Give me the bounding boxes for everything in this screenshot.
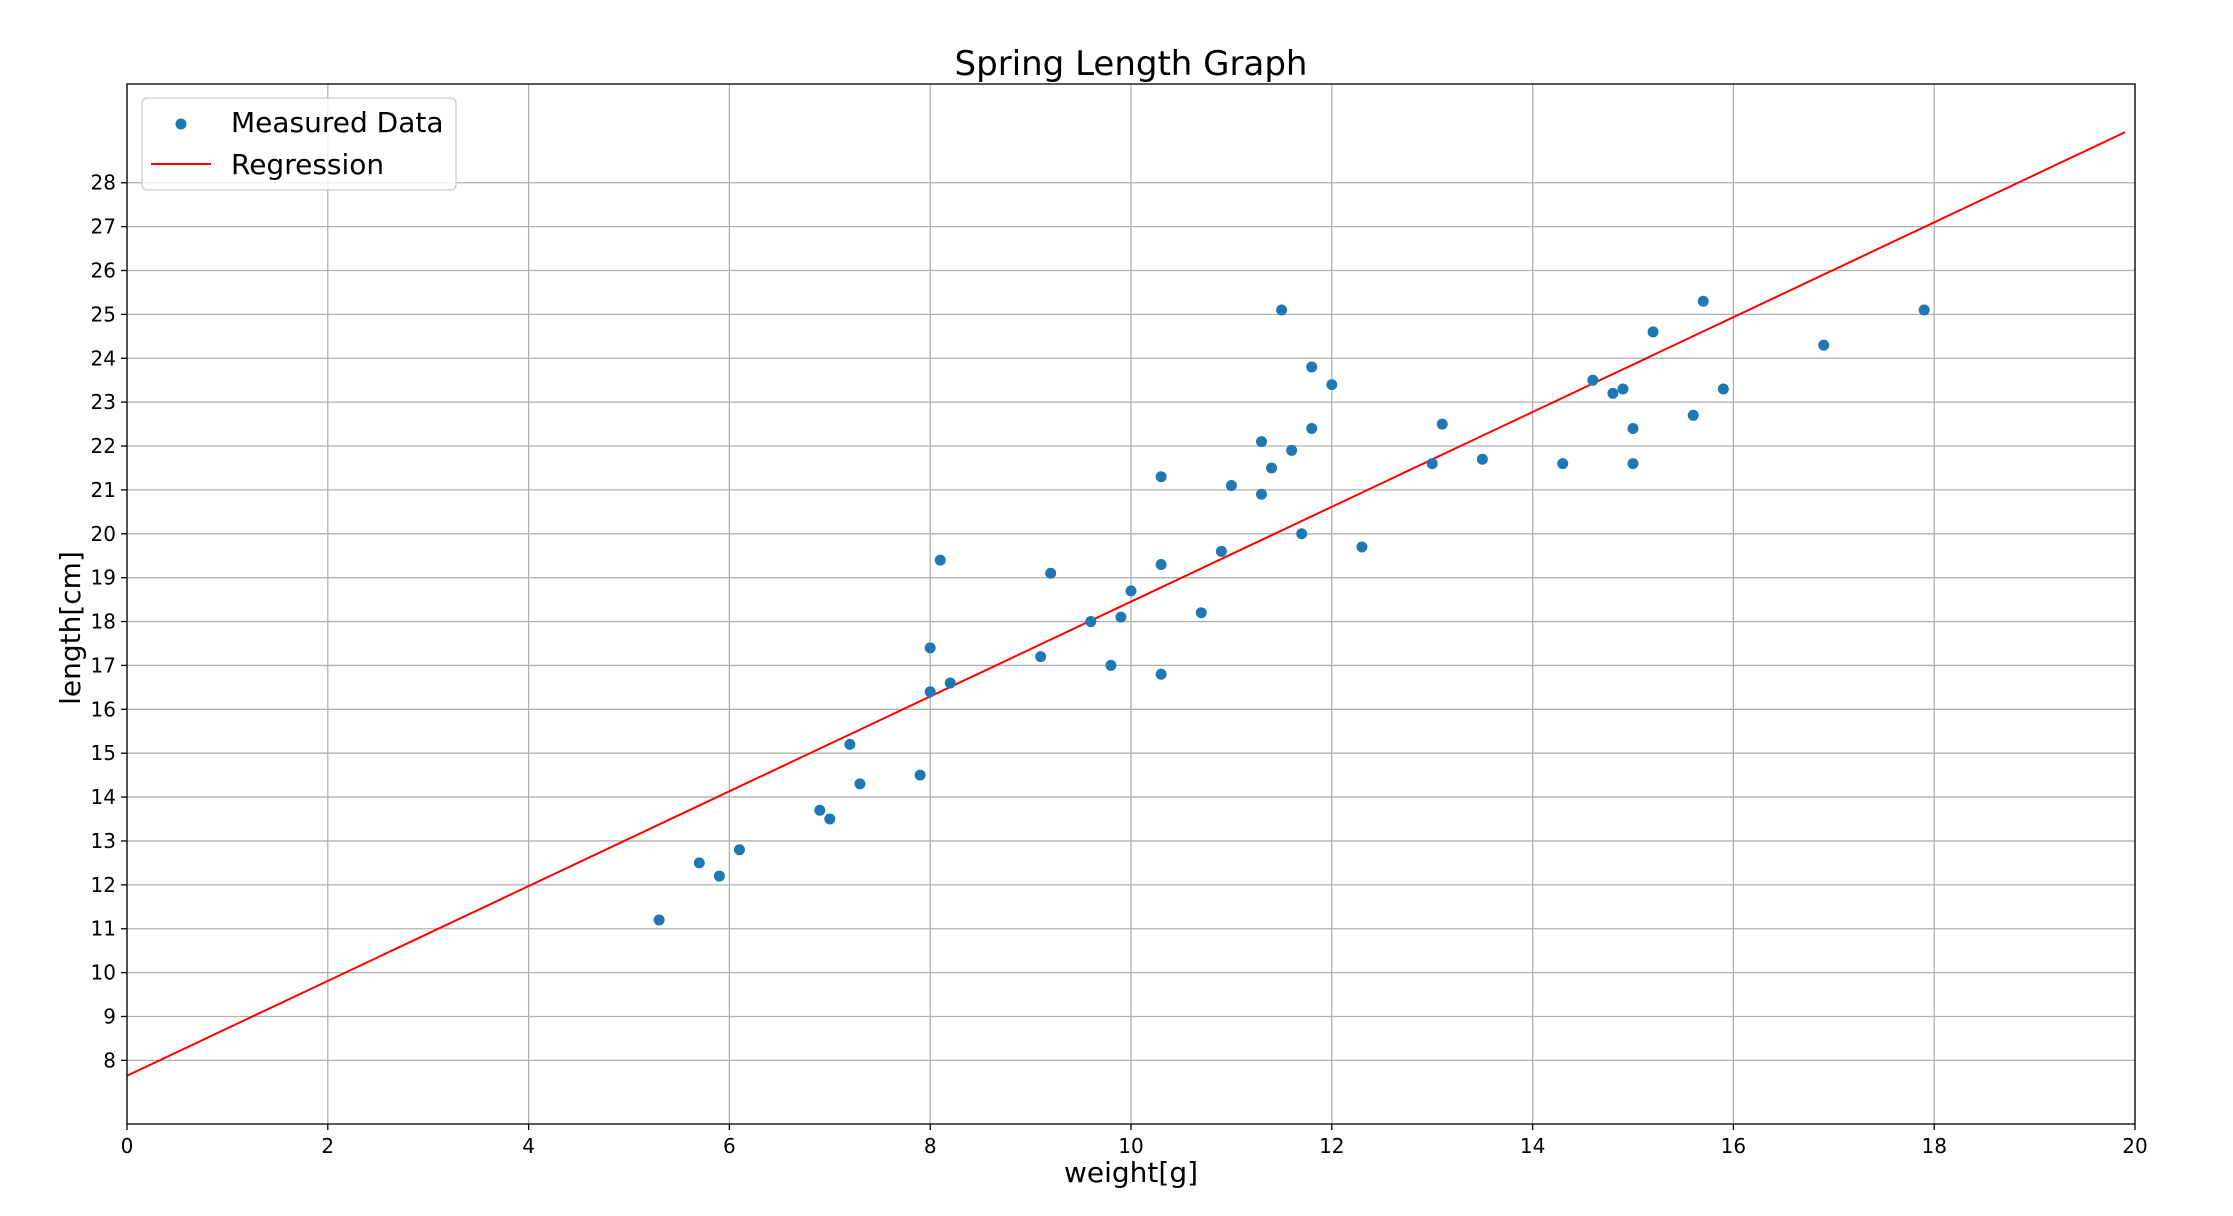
data-point [1557, 458, 1569, 470]
y-axis-title: length[cm] [54, 551, 87, 705]
data-point [1225, 480, 1237, 492]
y-tick-label: 20 [91, 522, 116, 546]
data-point [924, 686, 936, 698]
data-point [914, 769, 926, 781]
data-point [1436, 418, 1448, 430]
legend-marker-measured [175, 118, 187, 130]
regression-layer [126, 131, 2126, 1077]
data-point [854, 778, 866, 790]
legend-label-regression: Regression [231, 148, 384, 181]
data-point [1155, 471, 1167, 483]
data-point [1617, 383, 1629, 395]
x-tick-label: 6 [723, 1134, 736, 1158]
data-point [1085, 616, 1097, 628]
data-point [733, 844, 745, 856]
y-tick-label: 8 [103, 1048, 116, 1072]
data-point [1045, 567, 1057, 579]
data-point [1627, 458, 1639, 470]
y-tick-label: 15 [91, 741, 116, 765]
data-point [1717, 383, 1729, 395]
x-axis-ticks: 0 2 4 6 8 10 12 14 16 18 20 [121, 1124, 2148, 1158]
y-tick-label: 12 [91, 873, 116, 897]
data-point [1266, 462, 1278, 474]
y-tick-label: 11 [91, 917, 116, 941]
x-tick-label: 20 [2122, 1134, 2147, 1158]
x-tick-label: 4 [522, 1134, 535, 1158]
data-point [1306, 361, 1318, 373]
y-tick-label: 13 [91, 829, 116, 853]
data-point [1647, 326, 1659, 338]
data-point [713, 870, 725, 882]
data-point [1155, 668, 1167, 680]
data-point [1326, 379, 1338, 391]
data-point [1296, 528, 1308, 540]
y-tick-label: 28 [91, 171, 116, 195]
data-point [824, 813, 836, 825]
data-point [1306, 422, 1318, 434]
regression-line [126, 131, 2126, 1077]
y-tick-label: 17 [91, 653, 116, 677]
data-point [844, 738, 856, 750]
x-tick-label: 18 [1921, 1134, 1946, 1158]
legend: Measured Data Regression [141, 97, 457, 191]
y-tick-label: 18 [91, 610, 116, 634]
x-tick-label: 10 [1118, 1134, 1143, 1158]
y-tick-label: 21 [91, 478, 116, 502]
y-tick-label: 23 [91, 390, 116, 414]
y-tick-label: 16 [91, 697, 116, 721]
data-point [1256, 488, 1268, 500]
data-point [1276, 304, 1288, 316]
data-point [1426, 458, 1438, 470]
data-point [1687, 409, 1699, 421]
chart-title: Spring Length Graph [955, 44, 1308, 84]
x-tick-label: 0 [121, 1134, 134, 1158]
y-tick-label: 24 [91, 346, 116, 370]
data-point [1476, 453, 1488, 465]
y-tick-label: 26 [91, 258, 116, 282]
x-axis-title: weight[g] [1064, 1156, 1198, 1189]
x-tick-label: 8 [924, 1134, 937, 1158]
data-point [1818, 339, 1830, 351]
data-point [1125, 585, 1137, 597]
y-tick-label: 22 [91, 434, 116, 458]
x-tick-label: 16 [1721, 1134, 1746, 1158]
y-tick-label: 9 [103, 1004, 116, 1028]
data-point [1697, 295, 1709, 307]
data-point [1256, 436, 1268, 448]
y-axis-ticks: 8 9 10 11 12 13 14 15 16 17 18 19 20 21 22 23 24 25 26 27 28 [91, 171, 127, 1072]
data-point [1115, 611, 1127, 623]
data-point [1587, 374, 1599, 386]
x-tick-label: 12 [1319, 1134, 1344, 1158]
data-point [1286, 444, 1298, 456]
y-tick-label: 14 [91, 785, 116, 809]
data-point [1035, 651, 1047, 663]
data-point [1607, 387, 1619, 399]
x-tick-label: 14 [1520, 1134, 1545, 1158]
legend-box [141, 97, 457, 191]
data-point [1627, 422, 1639, 434]
data-point [1105, 659, 1117, 671]
data-points [653, 295, 1930, 926]
data-point [1918, 304, 1930, 316]
data-point [934, 554, 946, 566]
y-tick-label: 10 [91, 961, 116, 985]
data-point [1155, 559, 1167, 571]
data-point [944, 677, 956, 689]
x-tick-label: 2 [321, 1134, 334, 1158]
data-point [693, 857, 705, 869]
data-point [924, 642, 936, 654]
legend-label-measured: Measured Data [231, 106, 444, 139]
y-tick-label: 25 [91, 302, 116, 326]
data-point [653, 914, 665, 926]
data-point [1215, 545, 1227, 557]
data-point [1195, 607, 1207, 619]
data-point [814, 804, 826, 816]
y-tick-label: 19 [91, 566, 116, 590]
y-tick-label: 27 [91, 215, 116, 239]
data-point [1356, 541, 1368, 553]
